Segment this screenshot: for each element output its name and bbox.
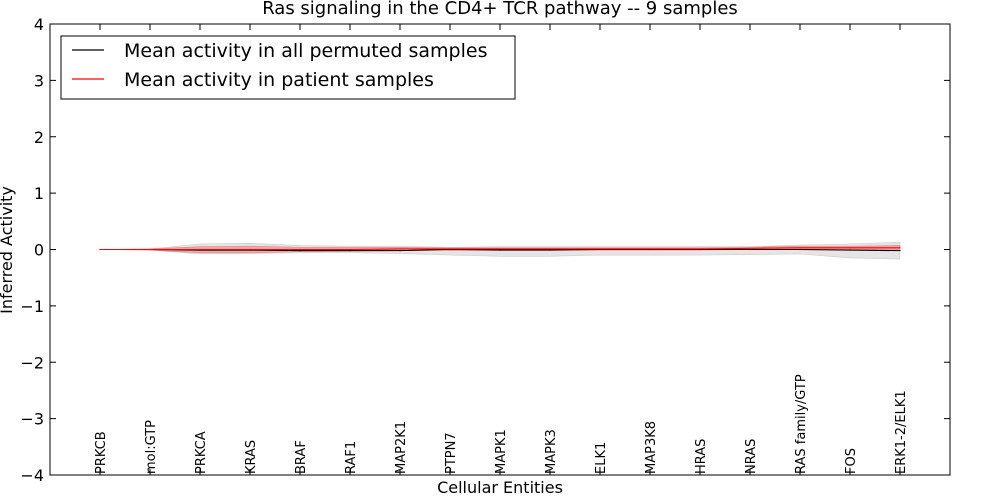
chart-title: Ras signaling in the CD4+ TCR pathway --… bbox=[262, 0, 738, 19]
x-category-label: BRAF bbox=[294, 440, 309, 474]
point-permuted bbox=[499, 249, 501, 251]
point-patient bbox=[499, 248, 501, 250]
y-tick-label: −2 bbox=[20, 353, 44, 372]
x-category-label: HRAS bbox=[694, 439, 709, 474]
x-category-label: MAP3K8 bbox=[644, 421, 659, 474]
x-category-label: PRKCA bbox=[194, 431, 209, 474]
point-permuted bbox=[799, 248, 801, 251]
legend-label-patient: Mean activity in patient samples bbox=[124, 69, 434, 91]
y-tick-label: −3 bbox=[20, 410, 44, 429]
x-category-label: RAF1 bbox=[344, 441, 359, 474]
y-tick-label: 3 bbox=[34, 71, 44, 90]
point-patient bbox=[699, 248, 701, 250]
point-patient bbox=[299, 248, 301, 251]
legend-label-permuted: Mean activity in all permuted samples bbox=[124, 40, 487, 62]
point-patient bbox=[99, 248, 101, 251]
x-axis-title: Cellular Entities bbox=[437, 478, 563, 497]
point-patient bbox=[149, 248, 151, 251]
x-category-label: FOS bbox=[844, 448, 859, 474]
point-patient bbox=[849, 247, 851, 249]
x-category-label: NRAS bbox=[744, 439, 759, 474]
point-permuted bbox=[349, 250, 351, 252]
point-patient bbox=[199, 248, 201, 251]
y-tick-label: −1 bbox=[20, 297, 44, 316]
x-axis-ticks: PRKCB mol:GTP PRKCA KRAS BRAF RAF1 MAP2K1 PTPN7… bbox=[94, 24, 909, 475]
y-tick-label: 0 bbox=[34, 241, 44, 260]
point-patient bbox=[799, 247, 801, 249]
x-category-label: PTPN7 bbox=[444, 432, 459, 474]
point-patient bbox=[449, 248, 451, 250]
point-patient bbox=[749, 247, 751, 249]
y-axis-title: Inferred Activity bbox=[0, 186, 16, 314]
x-category-label: ELK1 bbox=[594, 442, 609, 474]
point-permuted bbox=[299, 250, 301, 252]
x-category-label: KRAS bbox=[244, 440, 259, 474]
x-category-label: MAPK1 bbox=[494, 429, 509, 474]
point-patient bbox=[649, 248, 651, 250]
y-tick-label: −4 bbox=[20, 466, 44, 485]
x-category-label: ERK1-2/ELK1 bbox=[894, 390, 909, 474]
y-tick-label: 2 bbox=[34, 128, 44, 147]
x-category-label: RAS family/GTP bbox=[794, 374, 809, 474]
point-permuted bbox=[399, 250, 401, 252]
point-patient bbox=[249, 248, 251, 251]
point-permuted bbox=[549, 249, 551, 251]
point-permuted bbox=[749, 248, 751, 251]
x-category-label: PRKCB bbox=[94, 431, 109, 474]
point-patient bbox=[399, 248, 401, 250]
x-category-label: MAP2K1 bbox=[394, 421, 409, 474]
x-category-label: MAPK3 bbox=[544, 429, 559, 474]
point-permuted bbox=[899, 250, 901, 252]
point-patient bbox=[549, 248, 551, 250]
point-patient bbox=[599, 248, 601, 250]
y-tick-label: 1 bbox=[34, 184, 44, 203]
y-axis-ticks: −4 −3 −2 −1 0 1 2 3 4 bbox=[20, 15, 950, 485]
point-patient bbox=[349, 248, 351, 251]
x-category-label: mol:GTP bbox=[144, 420, 159, 474]
legend: Mean activity in all permuted samples Me… bbox=[60, 35, 516, 100]
y-tick-label: 4 bbox=[34, 15, 44, 34]
series-lines bbox=[99, 247, 901, 252]
point-permuted bbox=[849, 249, 851, 251]
legend-box bbox=[60, 35, 516, 100]
point-patient bbox=[899, 247, 901, 249]
